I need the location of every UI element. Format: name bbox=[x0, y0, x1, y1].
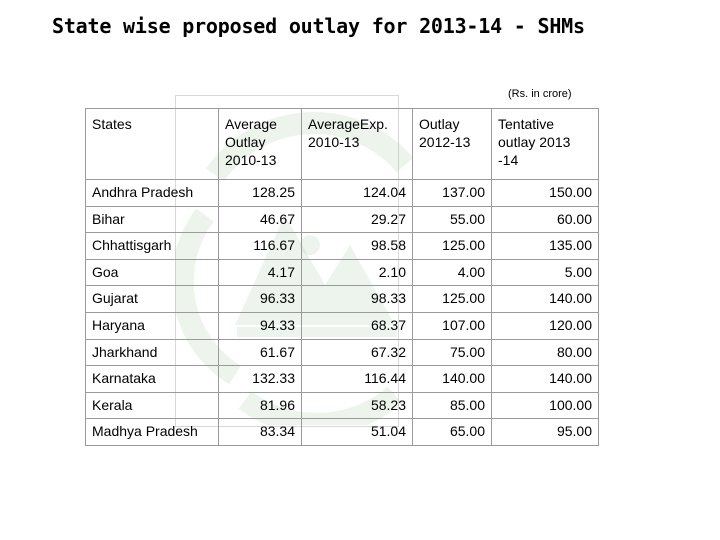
table-header-row: States Average Outlay 2010-13 AverageExp… bbox=[85, 108, 599, 180]
average-outlay-value: 128.25 bbox=[218, 179, 302, 207]
table-row: Bihar 46.67 29.27 55.00 60.00 bbox=[85, 205, 599, 234]
average-exp-value: 116.44 bbox=[301, 365, 413, 393]
average-exp-value: 51.04 bbox=[301, 418, 413, 446]
tentative-outlay-value: 100.00 bbox=[491, 391, 599, 420]
state-name: Jharkhand bbox=[85, 338, 219, 367]
table-row: Andhra Pradesh 128.25 124.04 137.00 150.… bbox=[85, 179, 599, 207]
average-exp-value: 98.33 bbox=[301, 285, 413, 313]
average-outlay-value: 96.33 bbox=[218, 285, 302, 313]
state-name: Gujarat bbox=[85, 285, 219, 313]
average-exp-value: 67.32 bbox=[301, 338, 413, 367]
state-name: Kerala bbox=[85, 391, 219, 420]
state-name: Karnataka bbox=[85, 365, 219, 393]
tentative-outlay-value: 140.00 bbox=[491, 285, 599, 313]
outlay-2012-13-value: 125.00 bbox=[412, 285, 492, 313]
page-title: State wise proposed outlay for 2013-14 -… bbox=[52, 14, 585, 38]
average-exp-value: 29.27 bbox=[301, 205, 413, 234]
tentative-outlay-value: 120.00 bbox=[491, 311, 599, 340]
average-exp-value: 124.04 bbox=[301, 179, 413, 207]
tentative-outlay-value: 150.00 bbox=[491, 179, 599, 207]
table-row: Jharkhand 61.67 67.32 75.00 80.00 bbox=[85, 338, 599, 367]
unit-note: (Rs. in crore) bbox=[508, 88, 572, 100]
average-outlay-value: 61.67 bbox=[218, 338, 302, 367]
tentative-outlay-value: 80.00 bbox=[491, 338, 599, 367]
outlay-2012-13-value: 55.00 bbox=[412, 205, 492, 234]
state-name: Goa bbox=[85, 258, 219, 287]
outlay-2012-13-value: 4.00 bbox=[412, 258, 492, 287]
average-exp-value: 98.58 bbox=[301, 232, 413, 260]
average-outlay-value: 116.67 bbox=[218, 232, 302, 260]
tentative-outlay-value: 60.00 bbox=[491, 205, 599, 234]
average-outlay-value: 4.17 bbox=[218, 258, 302, 287]
outlay-table: States Average Outlay 2010-13 AverageExp… bbox=[85, 108, 599, 446]
average-outlay-value: 83.34 bbox=[218, 418, 302, 446]
header-average-outlay: Average Outlay 2010-13 bbox=[218, 108, 302, 180]
outlay-2012-13-value: 140.00 bbox=[412, 365, 492, 393]
table-row: Goa 4.17 2.10 4.00 5.00 bbox=[85, 258, 599, 287]
state-name: Haryana bbox=[85, 311, 219, 340]
outlay-2012-13-value: 107.00 bbox=[412, 311, 492, 340]
table-row: Chhattisgarh 116.67 98.58 125.00 135.00 bbox=[85, 232, 599, 260]
average-exp-value: 2.10 bbox=[301, 258, 413, 287]
header-states: States bbox=[85, 108, 219, 180]
tentative-outlay-value: 95.00 bbox=[491, 418, 599, 446]
table-row: Haryana 94.33 68.37 107.00 120.00 bbox=[85, 311, 599, 340]
average-outlay-value: 94.33 bbox=[218, 311, 302, 340]
outlay-2012-13-value: 137.00 bbox=[412, 179, 492, 207]
outlay-2012-13-value: 75.00 bbox=[412, 338, 492, 367]
state-name: Madhya Pradesh bbox=[85, 418, 219, 446]
header-outlay-2012-13: Outlay 2012-13 bbox=[412, 108, 492, 180]
state-name: Andhra Pradesh bbox=[85, 179, 219, 207]
average-outlay-value: 132.33 bbox=[218, 365, 302, 393]
state-name: Chhattisgarh bbox=[85, 232, 219, 260]
table-row: Karnataka 132.33 116.44 140.00 140.00 bbox=[85, 365, 599, 393]
header-tentative-outlay: Tentative outlay 2013 -14 bbox=[491, 108, 599, 180]
tentative-outlay-value: 5.00 bbox=[491, 258, 599, 287]
average-outlay-value: 81.96 bbox=[218, 391, 302, 420]
average-outlay-value: 46.67 bbox=[218, 205, 302, 234]
outlay-2012-13-value: 125.00 bbox=[412, 232, 492, 260]
table-row: Gujarat 96.33 98.33 125.00 140.00 bbox=[85, 285, 599, 313]
state-name: Bihar bbox=[85, 205, 219, 234]
average-exp-value: 68.37 bbox=[301, 311, 413, 340]
table-row: Madhya Pradesh 83.34 51.04 65.00 95.00 bbox=[85, 418, 599, 446]
table-row: Kerala 81.96 58.23 85.00 100.00 bbox=[85, 391, 599, 420]
tentative-outlay-value: 140.00 bbox=[491, 365, 599, 393]
average-exp-value: 58.23 bbox=[301, 391, 413, 420]
outlay-2012-13-value: 65.00 bbox=[412, 418, 492, 446]
header-average-exp: AverageExp. 2010-13 bbox=[301, 108, 413, 180]
tentative-outlay-value: 135.00 bbox=[491, 232, 599, 260]
outlay-2012-13-value: 85.00 bbox=[412, 391, 492, 420]
